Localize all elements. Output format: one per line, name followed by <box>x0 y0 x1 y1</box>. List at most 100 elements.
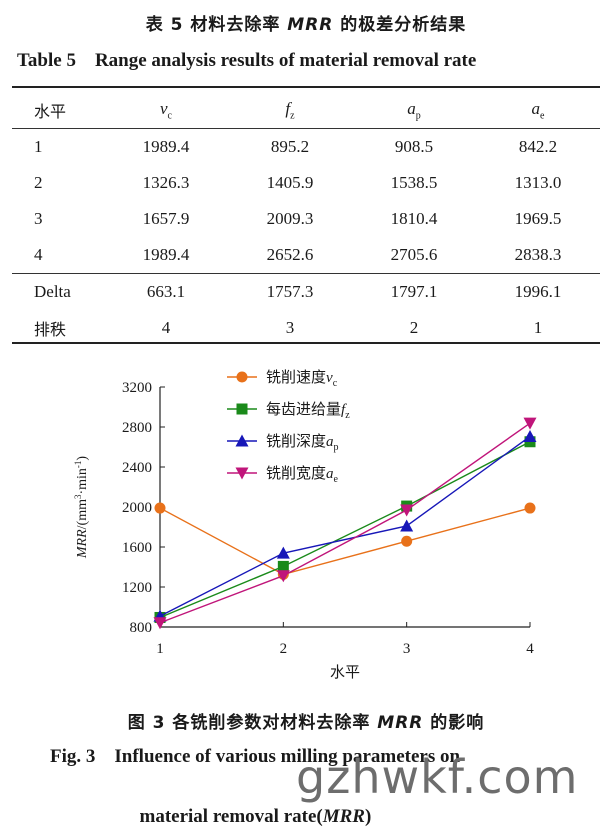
table-caption-cn: 表 5 材料去除率 MRR 的极差分析结果 <box>0 10 612 35</box>
cell-ae: 1969.5 <box>514 209 562 228</box>
mrr-line-chart: 800 1200 1600 2000 2400 2800 3200 1 2 3 4 水平 MRR/(mm… <box>0 355 612 695</box>
cell-fz: 2009.3 <box>266 209 314 228</box>
header-fz-sym: f <box>285 98 291 118</box>
rank-ae: 1 <box>533 318 543 337</box>
y-tick-label: 2000 <box>122 500 152 516</box>
y-tick-label: 1200 <box>122 580 152 596</box>
figure-caption-cn-suffix: 的影响 <box>423 713 485 733</box>
row-level: 3 <box>34 209 43 228</box>
cell-fz: 895.2 <box>228 128 352 165</box>
rank-ap: 2 <box>409 318 419 337</box>
header-ap: ap <box>352 92 476 129</box>
cell-ae: 2838.3 <box>514 245 562 264</box>
legend-marker-p <box>235 434 249 447</box>
y-tick-label: 800 <box>130 620 153 636</box>
header-ae-sym: a <box>531 98 541 118</box>
data-point-e <box>276 570 290 583</box>
data-point-c <box>154 502 166 514</box>
figure-caption-en-line1: Fig. 3 Influence of various milling para… <box>50 746 461 767</box>
data-point-e <box>153 617 167 630</box>
data-point-e <box>400 504 414 517</box>
figure-caption-en-line2-suffix: ) <box>364 806 372 827</box>
watermark: gzhwkf.com <box>296 750 579 804</box>
x-tick-label: 4 <box>526 641 534 657</box>
legend-label-z: 每齿进给量fz <box>266 400 350 421</box>
row-level: 1 <box>12 128 104 165</box>
x-tick-label: 1 <box>156 641 164 657</box>
header-ap-sub: p <box>415 110 421 122</box>
data-point-p <box>523 429 537 442</box>
data-point-e <box>523 417 537 430</box>
data-point-c <box>524 502 536 514</box>
cell-ae: 842.2 <box>476 128 600 165</box>
header-vc-sub: c <box>167 110 172 122</box>
cell-vc: 1657.9 <box>142 209 190 228</box>
table-header-row: 水平 vc fz ap ae <box>12 92 600 129</box>
y-tick-label: 1600 <box>122 540 152 556</box>
cell-vc: 1989.4 <box>142 245 190 264</box>
series-line-e <box>159 422 531 624</box>
legend-marker-c <box>236 371 248 383</box>
data-point-p <box>276 546 290 559</box>
cell-ap: 1810.4 <box>390 209 438 228</box>
header-vc: vc <box>104 92 228 129</box>
chart-svg: 800 1200 1600 2000 2400 2800 3200 1 2 3 4 水平 MRR/(mm… <box>73 368 537 681</box>
cell-ap: 2705.6 <box>390 245 438 264</box>
delta-ap: 1797.1 <box>352 273 476 310</box>
legend-marker-e <box>235 467 249 480</box>
rank-row: 排秩 4 3 2 1 <box>12 310 600 346</box>
cell-fz: 1405.9 <box>266 173 314 192</box>
table-caption-cn-prefix: 表 5 材料去除率 <box>145 15 288 35</box>
table-bottom-rule <box>12 342 600 344</box>
data-point-z <box>277 560 289 572</box>
rank-label: 排秩 <box>34 320 67 339</box>
x-axis-label: 水平 <box>330 663 360 681</box>
delta-ae: 1996.1 <box>476 273 600 310</box>
rank-vc: 4 <box>161 318 171 337</box>
y-tick-label: 2400 <box>122 460 152 476</box>
legend-label-e: 铣削宽度ae <box>266 464 339 485</box>
cell-vc: 1326.3 <box>142 173 190 192</box>
row-level: 4 <box>34 245 43 264</box>
legend-label-p: 铣削深度ap <box>266 432 339 453</box>
delta-vc: 663.1 <box>104 273 228 310</box>
figure-caption-cn-em: MRR <box>377 713 424 733</box>
figure-caption-en-line2-em: MRR <box>322 806 365 827</box>
header-level: 水平 <box>34 102 67 121</box>
header-ap-sym: a <box>407 98 416 118</box>
y-axis-label: MRR/(mm3·min-1) <box>73 456 90 560</box>
table-caption-en: Table 5 Range analysis results of materi… <box>17 50 477 71</box>
table-caption-cn-suffix: 的极差分析结果 <box>333 15 467 35</box>
series-line-p <box>159 435 531 617</box>
cell-ap: 908.5 <box>352 128 476 165</box>
header-vc-sym: v <box>160 98 168 118</box>
table-caption-cn-em: MRR <box>287 15 334 35</box>
data-point-c <box>401 535 413 547</box>
range-analysis-table: 水平 vc fz ap ae 1 1989.4 895.2 908.5 842.… <box>12 92 600 346</box>
y-tick-label: 3200 <box>122 380 152 396</box>
table-top-rule <box>12 86 600 88</box>
series-line-c <box>159 507 531 576</box>
table-row: 4 1989.4 2652.6 2705.6 2838.3 <box>12 237 600 274</box>
header-ae: ae <box>476 92 600 129</box>
table-row: 1 1989.4 895.2 908.5 842.2 <box>12 128 600 165</box>
figure-caption-cn: 图 3 各铣削参数对材料去除率 MRR 的影响 <box>0 708 612 733</box>
table-row: 2 1326.3 1405.9 1538.5 1313.0 <box>12 165 600 201</box>
x-tick-label: 2 <box>280 641 288 657</box>
y-tick-label: 2800 <box>122 420 152 436</box>
cell-ae: 1313.0 <box>514 173 562 192</box>
delta-row: Delta 663.1 1757.3 1797.1 1996.1 <box>12 273 600 310</box>
delta-label: Delta <box>12 273 104 310</box>
table-row: 3 1657.9 2009.3 1810.4 1969.5 <box>12 201 600 237</box>
legend-label-c: 铣削速度vc <box>266 368 338 389</box>
series-line-z <box>159 441 531 619</box>
cell-ap: 1538.5 <box>390 173 438 192</box>
header-ae-sub: e <box>540 110 545 122</box>
figure-caption-en-line2-prefix: material removal rate( <box>139 806 323 827</box>
figure-caption-cn-prefix: 图 3 各铣削参数对材料去除率 <box>127 713 378 733</box>
rank-fz: 3 <box>285 318 295 337</box>
header-fz: fz <box>228 92 352 129</box>
cell-fz: 2652.6 <box>266 245 314 264</box>
x-tick-label: 3 <box>403 641 411 657</box>
delta-fz: 1757.3 <box>228 273 352 310</box>
